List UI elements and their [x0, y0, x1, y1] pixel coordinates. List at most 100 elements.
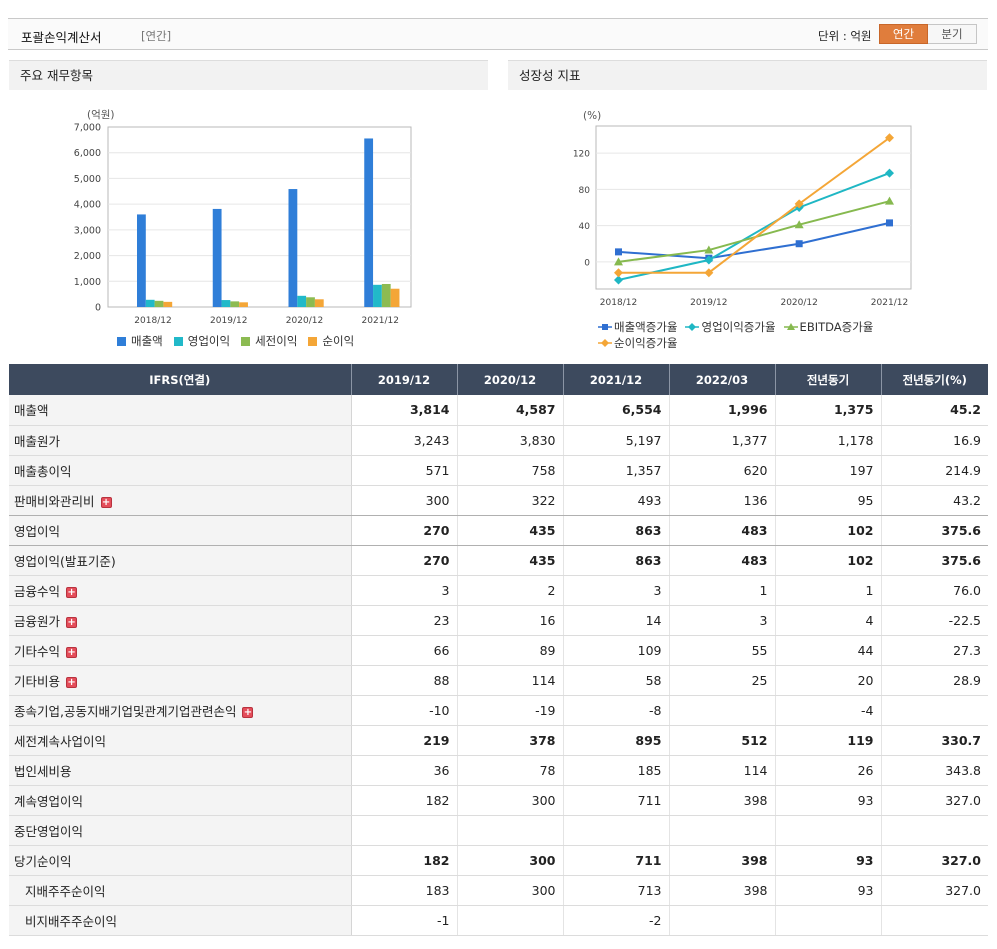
table-cell: 14	[563, 605, 670, 636]
expand-plus-icon[interactable]: +	[66, 616, 78, 628]
table-cell: 375.6	[881, 515, 988, 546]
row-label-text: 비지배주주순이익	[25, 913, 118, 929]
table-row: 기타수익 +66 89 109 55 44 27.3	[9, 635, 988, 666]
table-cell: 93	[775, 875, 882, 906]
bar-ytick-label: 7,000	[74, 123, 101, 134]
line-series-net-income-growth	[618, 136, 891, 274]
financial-items-bar-chart: (억원) 7,000 6,000 5,000 4,000 3,000 2,000 1,000 0…	[74, 109, 412, 326]
line-point	[704, 255, 714, 265]
table-cell: 109	[563, 635, 670, 666]
line-point	[885, 196, 894, 205]
table-cell: 16	[457, 605, 564, 636]
bar-plot-area	[107, 126, 412, 308]
legend-label: 세전이익	[255, 334, 298, 348]
table-cell: 758	[457, 455, 564, 486]
table-cell: 78	[457, 755, 564, 786]
bar-pretax-income	[154, 300, 164, 307]
legend-item: 순이익	[308, 333, 354, 349]
statement-header: 포괄손익계산서 [연간] 단위 : 억원 연간 분기	[8, 18, 988, 50]
toggle-quarter-button[interactable]: 분기	[928, 24, 977, 44]
expand-plus-icon[interactable]: +	[66, 676, 78, 688]
row-label: 기타수익 +	[9, 635, 352, 666]
expand-plus-icon[interactable]: +	[66, 646, 78, 658]
legend-item: 영업이익	[173, 333, 230, 349]
table-cell: 327.0	[881, 875, 988, 906]
legend-swatch	[117, 336, 126, 346]
bar-revenue	[212, 208, 222, 307]
table-row: 기타비용 +88 114 58 25 20 28.9	[9, 665, 988, 696]
line-xtick-label: 2021/12	[871, 298, 908, 308]
row-label: 비지배주주순이익	[9, 905, 352, 936]
expand-plus-icon[interactable]: +	[242, 706, 254, 718]
table-cell: 4,587	[457, 395, 564, 426]
table-cell: 197	[775, 455, 882, 486]
table-row: 세전계속사업이익 219 378 895 512 119 330.7	[9, 725, 988, 756]
table-row: 중단영업이익	[9, 815, 988, 846]
bar-xtick-label: 2020/12	[286, 316, 323, 326]
table-cell: 93	[775, 845, 882, 876]
statement-period: [연간]	[141, 29, 172, 43]
table-cell: 435	[457, 515, 564, 546]
unit-label: 단위 : 억원	[818, 29, 872, 43]
legend-item: 매출액증가율	[598, 319, 677, 335]
expand-plus-icon[interactable]: +	[100, 496, 112, 508]
table-row: 비지배주주순이익 -1 -2	[9, 905, 988, 936]
bar-operating-income	[297, 295, 307, 307]
table-cell	[881, 695, 988, 726]
header-period: 2019/12	[351, 364, 458, 395]
line-point	[885, 168, 894, 178]
legend-swatch	[598, 339, 612, 347]
table-cell: 23	[351, 605, 458, 636]
period-toggle: 연간 분기	[879, 24, 977, 44]
table-cell: -1	[351, 905, 458, 936]
table-cell: 1,178	[775, 425, 882, 456]
table-cell	[881, 905, 988, 936]
bar-chart-legend: 매출액 영업이익 세전이익 순이익	[117, 333, 417, 349]
row-label: 금융원가 +	[9, 605, 352, 636]
line-point	[704, 268, 714, 278]
bar-ytick-label: 1,000	[74, 277, 101, 288]
row-label: 영업이익(발표기준)	[9, 545, 352, 576]
table-cell: 483	[669, 515, 776, 546]
table-cell: 93	[775, 785, 882, 816]
line-ytick-label: 120	[573, 150, 590, 160]
table-row: 금융수익 +3 2 3 1 1 76.0	[9, 575, 988, 606]
table-cell: 300	[457, 785, 564, 816]
row-label-text: 지배주주순이익	[25, 883, 106, 899]
growth-line-chart: (%) 120 80 40 0 2018/12 2019/12 2020/12 2021/12	[573, 110, 912, 308]
line-point	[795, 240, 803, 248]
bar-net-income	[163, 301, 173, 307]
table-cell: 571	[351, 455, 458, 486]
legend-item: EBITDA증가율	[783, 319, 873, 335]
table-cell: 102	[775, 545, 882, 576]
row-label-text: 영업이익(발표기준)	[14, 553, 116, 569]
bar-revenue	[364, 138, 374, 307]
row-label-text: 매출원가	[14, 433, 61, 449]
line-point	[886, 219, 893, 227]
table-row: 매출액 3,814 4,587 6,554 1,996 1,375 45.2	[9, 395, 988, 426]
toggle-annual-button[interactable]: 연간	[879, 24, 928, 44]
table-cell	[775, 905, 882, 936]
line-xtick-label: 2020/12	[780, 298, 817, 308]
panel-title-financial-items: 주요 재무항목	[9, 60, 488, 90]
legend-label: 순이익증가율	[614, 336, 678, 350]
row-label-text: 법인세비용	[14, 763, 72, 779]
table-row: 영업이익(발표기준) 270 435 863 483 102 375.6	[9, 545, 988, 576]
line-chart-legend: 매출액증가율 영업이익증가율 EBITDA증가율 순이익증가율	[598, 319, 898, 351]
expand-plus-icon[interactable]: +	[66, 586, 78, 598]
table-cell	[563, 815, 670, 846]
table-cell: 512	[669, 725, 776, 756]
table-cell: 3	[669, 605, 776, 636]
bar-ytick-label: 3,000	[74, 225, 101, 236]
table-cell: 711	[563, 785, 670, 816]
table-cell: 28.9	[881, 665, 988, 696]
table-cell: -4	[775, 695, 882, 726]
table-header-row: IFRS(연결) 2019/12 2020/12 2021/12 2022/03 전년동기…	[9, 364, 988, 395]
table-cell: 58	[563, 665, 670, 696]
table-cell: 3	[563, 575, 670, 606]
table-cell: 398	[669, 875, 776, 906]
table-cell: 327.0	[881, 845, 988, 876]
row-label-text: 중단영업이익	[14, 823, 84, 839]
legend-label: 매출액증가율	[614, 320, 678, 334]
line-point	[794, 199, 804, 209]
